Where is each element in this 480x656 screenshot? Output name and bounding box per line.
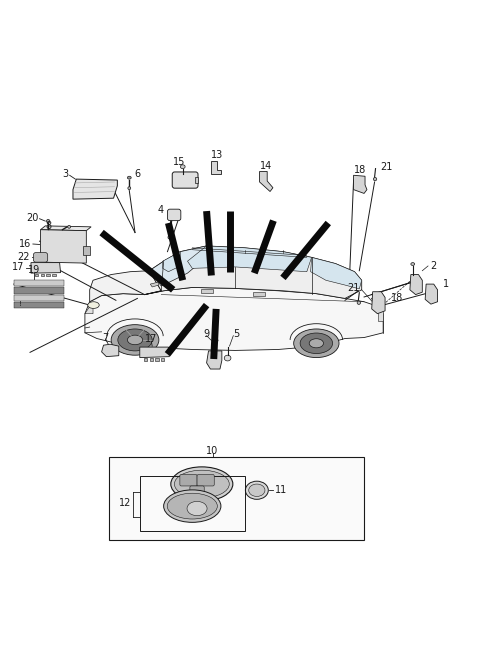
Ellipse shape (171, 467, 233, 501)
Bar (140, 476, 245, 531)
Polygon shape (85, 306, 93, 314)
Polygon shape (90, 271, 161, 302)
Bar (253, 292, 265, 296)
Ellipse shape (127, 176, 131, 179)
Ellipse shape (167, 493, 217, 519)
Polygon shape (102, 344, 119, 357)
Bar (35, 274, 38, 276)
Text: 3: 3 (62, 169, 68, 179)
Text: 13: 13 (211, 150, 223, 160)
FancyBboxPatch shape (190, 486, 204, 497)
Polygon shape (206, 351, 222, 369)
Text: 4: 4 (158, 205, 164, 215)
Polygon shape (144, 246, 362, 298)
Ellipse shape (180, 165, 185, 169)
Text: 21: 21 (348, 283, 360, 293)
Polygon shape (40, 226, 91, 231)
Polygon shape (354, 175, 367, 194)
Polygon shape (410, 275, 422, 295)
Polygon shape (188, 246, 312, 272)
Ellipse shape (357, 301, 360, 304)
Ellipse shape (168, 236, 173, 239)
FancyBboxPatch shape (197, 474, 214, 486)
Ellipse shape (88, 302, 99, 308)
Text: 17: 17 (12, 262, 24, 272)
Text: 5: 5 (233, 329, 240, 339)
Ellipse shape (118, 329, 152, 351)
Bar (201, 289, 213, 293)
Text: 8: 8 (45, 221, 51, 231)
Ellipse shape (309, 338, 324, 348)
Text: 9: 9 (204, 329, 210, 339)
Ellipse shape (245, 482, 268, 499)
Bar (195, 177, 199, 183)
Polygon shape (260, 171, 273, 192)
FancyBboxPatch shape (34, 253, 48, 262)
Bar (14, 280, 64, 287)
Text: 20: 20 (26, 213, 38, 223)
Polygon shape (311, 257, 362, 289)
Polygon shape (372, 292, 385, 314)
Text: 17: 17 (145, 335, 157, 344)
Bar (156, 358, 158, 361)
Polygon shape (40, 230, 86, 263)
Ellipse shape (224, 355, 231, 361)
Ellipse shape (214, 339, 218, 342)
FancyBboxPatch shape (180, 474, 197, 486)
Ellipse shape (187, 501, 207, 516)
Polygon shape (163, 252, 180, 272)
Polygon shape (85, 287, 383, 350)
Text: 15: 15 (173, 157, 186, 167)
Text: 14: 14 (260, 161, 272, 171)
Bar (161, 358, 164, 361)
Text: 22: 22 (18, 253, 30, 262)
Bar (52, 274, 56, 276)
Polygon shape (150, 282, 159, 287)
Polygon shape (31, 262, 60, 273)
Bar (14, 287, 64, 294)
Polygon shape (425, 284, 438, 304)
Text: 6: 6 (134, 169, 140, 179)
Ellipse shape (300, 333, 333, 354)
Bar (150, 358, 153, 361)
Text: 1: 1 (444, 279, 449, 289)
Bar (378, 311, 383, 321)
Polygon shape (211, 161, 221, 174)
Text: 21: 21 (380, 161, 393, 172)
FancyBboxPatch shape (168, 209, 181, 220)
Text: 11: 11 (275, 485, 287, 495)
Text: 16: 16 (19, 239, 31, 249)
Ellipse shape (174, 470, 229, 498)
Text: 2: 2 (430, 261, 436, 271)
Polygon shape (140, 347, 169, 358)
Ellipse shape (164, 490, 221, 522)
Bar (14, 295, 64, 301)
Bar (144, 358, 147, 361)
Polygon shape (149, 246, 206, 286)
Text: 10: 10 (206, 446, 219, 456)
Text: 12: 12 (119, 499, 131, 508)
Bar (41, 274, 44, 276)
Ellipse shape (249, 484, 265, 497)
Polygon shape (73, 179, 117, 199)
Text: 18: 18 (391, 293, 403, 304)
Bar (109, 457, 364, 541)
Ellipse shape (128, 187, 131, 190)
Text: 19: 19 (28, 265, 40, 275)
FancyBboxPatch shape (172, 172, 198, 188)
Ellipse shape (47, 219, 50, 223)
Ellipse shape (68, 226, 71, 228)
Text: 7: 7 (102, 333, 108, 342)
Ellipse shape (127, 335, 143, 344)
Bar (83, 247, 90, 255)
Ellipse shape (111, 325, 159, 355)
Text: !: ! (19, 301, 22, 307)
Text: 18: 18 (354, 165, 366, 174)
Ellipse shape (411, 262, 415, 266)
Bar (47, 274, 50, 276)
Ellipse shape (373, 177, 377, 181)
Ellipse shape (294, 329, 339, 358)
Bar (14, 302, 64, 308)
